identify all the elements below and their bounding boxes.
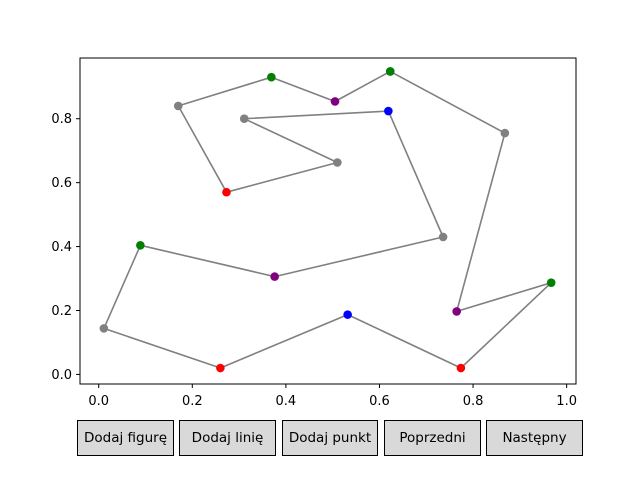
vertex-point-blue	[384, 106, 393, 116]
vertex-point-red	[222, 187, 231, 197]
vertex-point-red	[456, 363, 466, 373]
x-tick-label: 0.4	[276, 394, 297, 409]
vertex-point-red	[216, 363, 225, 373]
vertex-point-gray	[438, 232, 448, 242]
x-tick-label: 0.8	[463, 394, 484, 409]
vertex-point-gray	[333, 158, 342, 167]
plot-axes-frame	[79, 57, 577, 385]
add-figure-button[interactable]: Dodaj figurę	[77, 420, 174, 456]
vertex-point-gray	[500, 128, 510, 138]
y-tick-label: 0.4	[51, 240, 72, 255]
ticks-layer: 0.0 0.2 0.4 0.6 0.8 1.0 0.0 0.2 0.4 0.6 0.8	[51, 112, 577, 409]
y-tick-label: 0.8	[51, 112, 72, 127]
vertex-point-purple	[270, 272, 279, 281]
vertex-point-purple	[452, 307, 461, 316]
vertex-point-gray	[173, 101, 183, 111]
next-button[interactable]: Następny	[486, 420, 583, 456]
add-point-button[interactable]: Dodaj punkt	[282, 420, 378, 456]
x-tick-label: 0.6	[369, 394, 390, 409]
line-plot: 0.0 0.2 0.4 0.6 0.8 1.0 0.0 0.2 0.4 0.6 0.8	[51, 57, 577, 409]
plot-axes-background	[80, 58, 576, 384]
vertex-point-green	[546, 278, 556, 287]
vertex-point-green	[385, 67, 395, 76]
series-layer	[99, 67, 556, 373]
vertex-point-gray	[239, 114, 249, 124]
vertex-point-purple	[330, 97, 340, 106]
vertex-point-blue	[343, 310, 352, 319]
y-tick-label: 0.0	[51, 368, 72, 383]
x-tick-label: 0.0	[88, 394, 109, 409]
y-tick-label: 0.2	[51, 304, 72, 319]
x-tick-label: 1.0	[556, 394, 577, 409]
add-line-button[interactable]: Dodaj linię	[179, 420, 276, 456]
x-tick-label: 0.2	[182, 394, 203, 409]
vertex-point-green	[136, 240, 145, 250]
y-tick-label: 0.6	[51, 176, 72, 191]
previous-button[interactable]: Poprzedni	[384, 420, 481, 456]
vertex-point-gray	[99, 324, 109, 333]
vertex-point-green	[267, 72, 276, 82]
